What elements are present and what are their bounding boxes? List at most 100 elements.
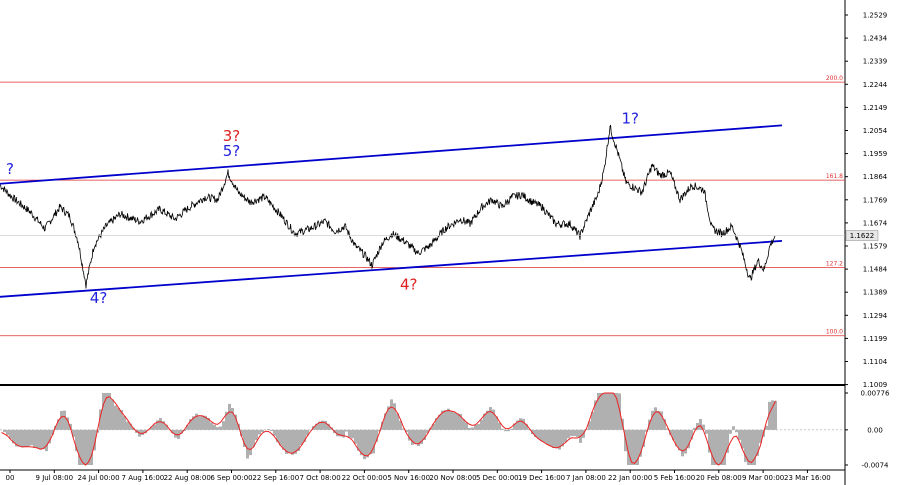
osc-bar: [708, 429, 711, 453]
osc-bar: [411, 429, 414, 445]
osc-bar: [75, 429, 78, 452]
osc-bar: [378, 429, 381, 432]
osc-bar: [753, 429, 756, 465]
osc-bar: [510, 428, 513, 430]
osc-bar: [441, 410, 444, 430]
osc-bar: [282, 429, 285, 450]
osc-bar: [81, 429, 84, 465]
osc-bar: [117, 407, 120, 430]
osc-bar: [234, 414, 237, 430]
osc-bar: [615, 393, 618, 430]
channel-lines: [0, 124, 783, 298]
osc-bar: [681, 429, 684, 457]
channel-line-upper: [0, 124, 783, 185]
osc-bar: [18, 429, 21, 447]
osc-bar: [207, 417, 210, 430]
osc-bar: [606, 393, 609, 430]
osc-tick-label: 0.00776: [861, 390, 890, 398]
osc-bar: [570, 429, 573, 437]
osc-bar: [381, 421, 384, 430]
time-axis-labels: 00 9 Jul 08:00 24 Jul 00:00 7 Aug 16:00 22 A…: [6, 470, 831, 482]
channel-line-lower: [0, 239, 783, 298]
osc-bar: [243, 429, 246, 447]
osc-bar: [246, 429, 249, 459]
osc-bar: [390, 399, 393, 430]
osc-bar: [228, 403, 231, 430]
oscillator-axis-ticks: 0.00776 0.00 -0.0074: [845, 390, 890, 470]
osc-bar: [384, 413, 387, 430]
osc-bar: [360, 429, 363, 456]
osc-bar: [204, 415, 207, 430]
osc-bar: [240, 429, 243, 437]
osc-bar: [210, 422, 213, 430]
osc-bar: [279, 429, 282, 446]
time-tick-label: 19 Dec 16:00: [518, 474, 565, 482]
osc-bar: [150, 426, 153, 430]
osc-bar: [318, 421, 321, 430]
osc-bar: [114, 405, 117, 430]
price-tick-label: 1.1769: [863, 196, 888, 204]
osc-bar: [216, 427, 219, 430]
osc-bar: [159, 418, 162, 430]
time-tick-label: 9 Mar 00:00: [742, 474, 784, 482]
osc-bar: [660, 411, 663, 430]
osc-bar: [480, 419, 483, 430]
price-tick-label: 1.1294: [863, 312, 888, 320]
osc-bar: [126, 421, 129, 430]
osc-tick-label: 0.00: [867, 426, 883, 434]
osc-bar: [600, 393, 603, 430]
osc-bar: [261, 429, 264, 432]
osc-bar: [534, 429, 537, 438]
osc-bar: [153, 424, 156, 430]
osc-bar: [111, 399, 114, 430]
fib-levels: 200.0 161.8 127.2 100.0: [0, 75, 845, 337]
osc-bar: [408, 429, 411, 441]
fib-level-label: 161.8: [826, 173, 843, 180]
osc-bar: [60, 410, 63, 430]
osc-bar: [21, 429, 24, 448]
osc-bar: [561, 429, 564, 447]
wave-label: ?: [6, 160, 14, 178]
osc-bar: [156, 420, 159, 430]
osc-bar: [321, 420, 324, 430]
osc-bar: [186, 424, 189, 430]
osc-bar: [597, 393, 600, 430]
osc-bar: [711, 429, 714, 465]
time-tick-label: 20 Nov 08:00: [429, 474, 476, 482]
osc-bar: [546, 429, 549, 445]
time-tick-label: 7 Jan 08:00: [566, 474, 606, 482]
osc-bar: [492, 409, 495, 430]
osc-signal-line: [1, 392, 776, 466]
osc-bar: [366, 429, 369, 458]
osc-bar: [12, 429, 15, 444]
osc-bar: [609, 393, 612, 430]
osc-bar: [393, 403, 396, 430]
osc-bar: [759, 429, 762, 443]
osc-bar: [183, 429, 186, 431]
time-tick-label: 9 Jul 08:00: [36, 474, 74, 482]
osc-bar: [288, 429, 291, 453]
price-tick-label: 1.1959: [863, 150, 888, 158]
osc-bar: [690, 429, 693, 440]
osc-bar: [726, 429, 729, 453]
osc-bar: [255, 429, 258, 441]
osc-bar: [348, 429, 351, 438]
osc-bar: [327, 423, 330, 430]
osc-bar: [387, 406, 390, 430]
osc-bar: [195, 413, 198, 430]
osc-bar: [300, 429, 303, 446]
osc-bar: [627, 429, 630, 465]
osc-bar: [72, 429, 75, 437]
fib-level-label: 127.2: [826, 261, 843, 268]
osc-bar: [540, 429, 543, 442]
osc-bar: [519, 418, 522, 430]
osc-bar: [675, 429, 678, 447]
osc-bar: [84, 429, 87, 465]
osc-bar: [525, 424, 528, 430]
osc-bar: [462, 419, 465, 430]
osc-bar: [456, 413, 459, 430]
osc-bar: [693, 427, 696, 430]
osc-bar: [516, 420, 519, 430]
price-tick-label: 1.2434: [863, 35, 888, 43]
